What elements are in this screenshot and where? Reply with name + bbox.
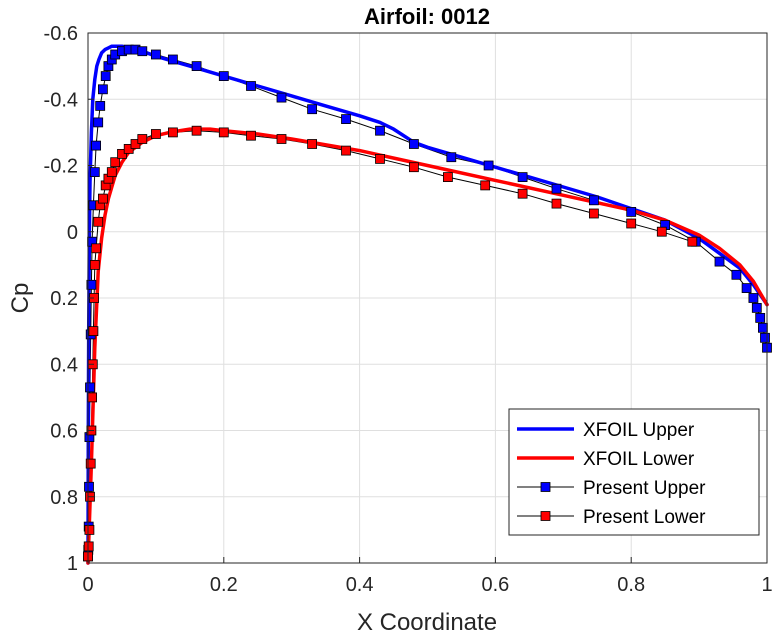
- present-lower-marker: [442, 172, 453, 183]
- present-upper-marker: [375, 125, 385, 136]
- present-lower-marker: [88, 326, 99, 337]
- present-lower-marker: [375, 153, 385, 164]
- present-lower-marker: [130, 139, 141, 149]
- present-upper-marker: [218, 71, 229, 81]
- present-upper-marker: [100, 71, 111, 81]
- present-lower-marker: [480, 180, 491, 191]
- present-upper-marker: [167, 54, 178, 65]
- y-tick-label: -0.6: [44, 23, 78, 45]
- present-lower-marker: [517, 188, 528, 199]
- present-lower-marker: [589, 208, 599, 219]
- legend-label-xfoil-upper: XFOIL Upper: [583, 420, 695, 441]
- x-tick-label: 0.6: [481, 574, 509, 596]
- x-tick-label: 1: [761, 574, 772, 596]
- present-upper-marker: [191, 61, 202, 71]
- present-lower-marker: [307, 139, 318, 149]
- present-upper-marker: [758, 322, 768, 333]
- present-upper-marker: [714, 256, 725, 267]
- present-lower-marker: [98, 193, 108, 204]
- x-tick-label: 0.2: [210, 574, 238, 596]
- present-upper-marker: [446, 152, 457, 163]
- present-upper-marker: [84, 481, 94, 492]
- present-lower-marker: [167, 127, 178, 138]
- present-lower-marker: [687, 236, 698, 247]
- present-lower-marker: [218, 127, 229, 138]
- present-lower-marker: [83, 541, 94, 552]
- legend: XFOIL Upper XFOIL Lower Present Upper Prese…: [508, 408, 760, 536]
- present-upper-marker: [517, 172, 528, 183]
- present-lower-marker: [91, 243, 101, 254]
- present-upper-marker: [589, 195, 599, 206]
- present-lower-marker: [150, 129, 161, 139]
- present-lower-marker: [137, 134, 148, 144]
- chart-title: Airfoil: 0012: [364, 4, 490, 29]
- present-lower-marker: [408, 162, 419, 173]
- legend-label-present-upper: Present Upper: [583, 478, 706, 499]
- present-upper-marker: [98, 84, 108, 95]
- present-lower-marker: [626, 218, 637, 229]
- present-upper-marker: [751, 302, 762, 313]
- present-lower-marker: [106, 167, 117, 178]
- present-lower-marker: [246, 130, 256, 141]
- present-upper-marker: [748, 293, 759, 303]
- present-upper-marker: [755, 312, 766, 323]
- x-tick-label: 0.4: [346, 574, 374, 596]
- present-upper-marker: [276, 92, 287, 103]
- tick-group: 0 0.2 0.4 0.6 0.8 1 -0.6 -0.4 -0.2 0 0.2 0.4 0.6 0.8 1: [44, 23, 773, 596]
- y-tick-label: -0.2: [44, 156, 78, 178]
- legend-swatch-marker-present-lower: [540, 511, 551, 521]
- present-lower-marker: [656, 226, 667, 237]
- present-lower-marker: [93, 216, 104, 227]
- present-lower-marker: [191, 125, 202, 136]
- present-upper-marker: [95, 101, 106, 111]
- present-upper-marker: [626, 206, 637, 217]
- present-lower-marker: [341, 145, 351, 156]
- xfoil-lower-line: [86, 127, 769, 565]
- y-tick-label: 0.8: [50, 487, 78, 509]
- present-lower-marker: [85, 458, 96, 469]
- present-lower-marker: [84, 525, 95, 535]
- present-upper-marker: [89, 167, 100, 178]
- y-axis-label: Cp: [7, 283, 34, 314]
- y-tick-label: -0.4: [44, 89, 78, 111]
- present-upper-marker: [85, 382, 95, 393]
- present-lower-marker: [89, 259, 100, 270]
- y-tick-label: 0.2: [50, 288, 78, 310]
- present-upper-marker: [137, 46, 148, 57]
- present-upper-marker: [483, 160, 494, 171]
- x-tick-label: 0.8: [617, 574, 645, 596]
- x-axis-label: X Coordinate: [357, 609, 497, 635]
- present-lower-marker: [276, 134, 287, 144]
- y-tick-label: 0.4: [50, 354, 78, 376]
- present-upper-marker: [408, 139, 419, 149]
- present-upper-marker: [150, 49, 161, 60]
- present-upper-marker: [760, 332, 770, 343]
- present-upper-marker: [246, 81, 256, 91]
- y-tick-label: 0: [67, 222, 78, 244]
- present-upper-marker: [307, 104, 318, 115]
- legend-label-xfoil-lower: XFOIL Lower: [583, 449, 695, 470]
- present-lower-marker: [110, 157, 121, 168]
- legend-swatch-marker-present-upper: [540, 482, 551, 492]
- legend-label-present-lower: Present Lower: [583, 507, 706, 528]
- y-tick-label: 1: [67, 553, 78, 575]
- present-upper-marker: [91, 140, 101, 151]
- present-upper-marker: [551, 183, 562, 194]
- present-upper-marker: [93, 117, 104, 128]
- present-lower-marker: [87, 392, 97, 403]
- y-tick-label: 0.6: [50, 421, 78, 443]
- present-upper-marker: [731, 269, 742, 280]
- present-upper-marker: [86, 279, 97, 290]
- x-tick-label: 0: [82, 574, 93, 596]
- present-upper-marker: [741, 283, 752, 294]
- present-lower-marker: [551, 198, 562, 209]
- present-upper-marker: [341, 114, 351, 124]
- present-lower-marker: [117, 148, 127, 159]
